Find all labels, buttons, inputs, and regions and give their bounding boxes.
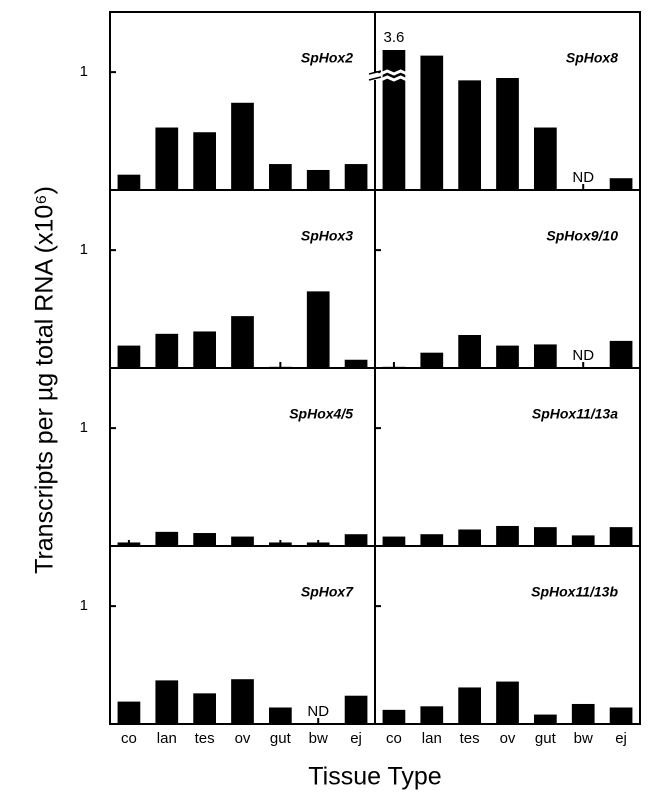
bar: [117, 701, 141, 724]
x-tick-label: co: [386, 730, 402, 747]
x-tick-label: lan: [422, 730, 442, 747]
bar: [496, 681, 519, 724]
bar: [609, 707, 633, 724]
bar: [231, 102, 254, 190]
bar: [609, 527, 633, 546]
bar: [155, 127, 179, 190]
plot-area: [117, 291, 368, 368]
x-tick-label: ov: [500, 730, 516, 747]
bar: [231, 316, 254, 368]
x-axis-label: Tissue Type: [308, 763, 441, 791]
axis-break: [379, 69, 408, 76]
axis-break: [368, 70, 382, 81]
panel-frame: [109, 367, 376, 547]
bar: [382, 50, 406, 190]
bar: [193, 132, 216, 190]
bar: [534, 127, 557, 190]
x-tick-label: ov: [235, 730, 251, 747]
plot-area: [117, 679, 368, 724]
value-label: ND: [572, 347, 594, 364]
y-tick-label: 1: [80, 597, 88, 614]
bar: [458, 334, 481, 368]
x-tick-label: tes: [460, 730, 480, 747]
bar: [382, 709, 406, 724]
value-label: 3.6: [383, 29, 404, 46]
bar: [155, 531, 179, 546]
bar: [496, 525, 519, 546]
x-tick-label: ej: [350, 730, 362, 747]
x-tick-label: bw: [309, 730, 328, 747]
bar: [534, 527, 557, 546]
bar: [155, 680, 179, 724]
bar: [117, 345, 141, 368]
x-tick-label: bw: [574, 730, 593, 747]
bar: [193, 693, 216, 724]
value-label: ND: [307, 703, 329, 720]
bar: [496, 78, 519, 190]
panel-title: SpHox2: [301, 50, 353, 66]
panel-frame: [374, 367, 641, 547]
panel-title: SpHox11/13b: [531, 584, 618, 600]
bar: [269, 707, 292, 724]
bar: [193, 331, 216, 368]
panel-title: SpHox9/10: [546, 228, 618, 244]
x-tick-label: tes: [195, 730, 215, 747]
value-label: ND: [572, 169, 594, 186]
bar: [117, 174, 141, 190]
x-tick-label: ej: [615, 730, 627, 747]
y-tick-label: 1: [80, 241, 88, 258]
x-tick-label: gut: [535, 730, 557, 747]
bar: [306, 169, 330, 190]
y-axis-label: Transcripts per µg total RNA (x10⁶): [31, 186, 59, 574]
bar: [269, 164, 292, 190]
bar: [344, 164, 368, 190]
axis-gap: [372, 72, 378, 80]
bar: [420, 55, 444, 190]
panel-title: SpHox11/13a: [532, 406, 618, 422]
bar: [571, 703, 595, 724]
plot-area: [117, 102, 368, 190]
panel-title: SpHox4/5: [289, 406, 353, 422]
bar: [609, 340, 633, 368]
plot-area: [382, 681, 633, 724]
bar: [534, 344, 557, 368]
bar: [420, 706, 444, 724]
plot-area: [382, 50, 633, 190]
panel-title: SpHox8: [566, 50, 618, 66]
bar: [496, 345, 519, 368]
x-tick-label: gut: [270, 730, 292, 747]
y-tick-label: 1: [80, 63, 88, 80]
bar: [458, 687, 481, 724]
bar: [306, 291, 330, 368]
panel-title: SpHox3: [301, 228, 353, 244]
panel-frame: [374, 189, 641, 369]
x-tick-label: lan: [157, 730, 177, 747]
bar: [155, 333, 179, 368]
bar: [344, 695, 368, 724]
bar: [458, 80, 481, 190]
axis-break: [379, 75, 408, 82]
x-tick-label: co: [121, 730, 137, 747]
y-tick-label: 1: [80, 419, 88, 436]
bar: [193, 533, 216, 546]
bar: [458, 529, 481, 546]
panel-title: SpHox7: [301, 584, 354, 600]
bar: [231, 679, 254, 724]
bar: [420, 352, 444, 368]
